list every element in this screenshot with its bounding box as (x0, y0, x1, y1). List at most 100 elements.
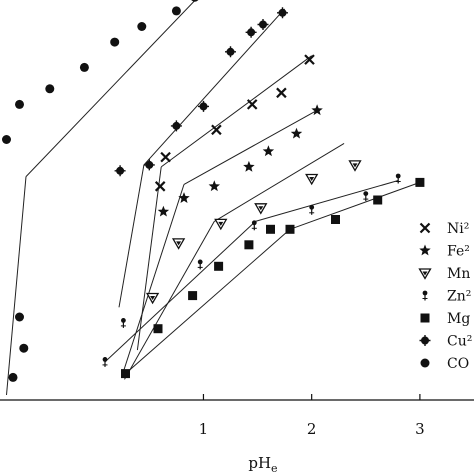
legend-marker-plus-dot (419, 335, 431, 346)
legend-marker-circle (420, 358, 430, 368)
x-axis-ticks: 1 2 3 (199, 394, 425, 438)
data-point-square (415, 177, 425, 187)
fit-lines (6, 0, 421, 396)
data-point-plus-dot (225, 46, 236, 58)
data-point-plus-dot (198, 100, 209, 112)
x-axis-title-subscript: e (271, 462, 278, 474)
legend-label: Mn (447, 266, 470, 282)
data-point-pin (309, 204, 315, 215)
data-point-triangle-down (254, 203, 268, 215)
x-tick-label: 2 (307, 420, 317, 438)
legend-marker-square (420, 313, 430, 323)
data-point-plus-dot (114, 165, 126, 177)
legend-item: Mn (418, 266, 470, 282)
data-point-circle (191, 0, 199, 2)
data-point-plus-dot (245, 26, 257, 38)
data-point-pin (251, 220, 257, 231)
data-point-plus-dot (277, 7, 288, 19)
data-point-plus-dot (143, 159, 155, 171)
data-point-circle (19, 343, 29, 353)
data-point-pin (102, 357, 108, 367)
data-point-triangle-down (171, 238, 186, 250)
legend-item: CO (420, 356, 469, 372)
fit-line-x (136, 166, 162, 351)
data-point-x (246, 99, 258, 110)
x-tick-label: 1 (199, 420, 209, 438)
fit-line-square (289, 181, 421, 230)
legend-item: Mg (420, 311, 470, 327)
legend-label: Ni² (447, 221, 469, 237)
legend-marker-pin (422, 290, 428, 301)
data-point-plus-dot (170, 120, 182, 132)
data-point-pin (363, 191, 369, 202)
fit-line-pin (255, 180, 399, 222)
data-point-star (262, 145, 275, 157)
legend-item: Ni² (419, 221, 469, 237)
fit-line-x (160, 55, 312, 168)
data-point-circle (15, 312, 24, 322)
legend-label: Zn² (447, 289, 471, 305)
x-tick-label: 3 (415, 420, 425, 438)
legend-item: Cu² (419, 334, 472, 350)
data-point-square (214, 261, 224, 271)
x-axis-title: pHe (248, 454, 277, 474)
chart-legend: Ni² Fe² Mn Zn² Mg Cu² CO (418, 221, 472, 372)
data-point-square (266, 224, 275, 234)
data-point-star (157, 205, 170, 217)
legend-item: Zn² (422, 289, 471, 305)
data-point-circle (8, 372, 18, 382)
data-point-square (188, 291, 198, 301)
data-point-star (311, 104, 323, 116)
fit-line-triangle-down (214, 142, 345, 222)
fit-line-star (122, 184, 185, 372)
legend-marker-star (419, 244, 431, 256)
fit-line-plus-dot (143, 8, 285, 166)
legend-label: Cu² (447, 334, 472, 350)
data-point-x (276, 87, 287, 99)
data-point-circle (110, 37, 120, 47)
data-point-square (153, 324, 163, 334)
fit-line-star (183, 109, 318, 185)
data-point-pin (395, 173, 401, 184)
legend-label: Mg (447, 311, 470, 327)
data-point-circle (2, 135, 11, 144)
data-point-x (211, 124, 222, 136)
legend-label: Fe² (447, 244, 470, 260)
fit-line-circle (6, 176, 27, 396)
data-point-pin (197, 259, 203, 270)
data-point-square (285, 224, 295, 234)
data-point-plus-dot (257, 19, 269, 30)
data-point-triangle-down (145, 292, 160, 305)
data-point-pin (120, 318, 126, 328)
legend-marker-triangle-down (418, 268, 432, 280)
fit-line-square (125, 228, 291, 374)
fit-line-triangle-down (124, 221, 215, 380)
data-point-circle (15, 99, 24, 109)
data-point-circle (171, 6, 181, 16)
data-points (2, 0, 425, 382)
legend-label: CO (447, 356, 469, 372)
data-point-square (244, 240, 254, 250)
data-point-triangle-down (348, 160, 362, 172)
data-point-x (304, 54, 315, 65)
data-point-square (331, 215, 340, 224)
x-axis-title-main: pH (248, 454, 271, 472)
data-point-x (154, 181, 166, 192)
data-point-star (290, 127, 303, 139)
data-point-circle (137, 22, 147, 31)
data-point-circle (79, 62, 89, 72)
data-point-star (208, 180, 221, 192)
data-point-triangle-down (305, 173, 319, 186)
legend-marker-x (419, 222, 431, 234)
plot-area: 1 2 3 (0, 0, 474, 438)
fit-line-plus-dot (118, 164, 145, 308)
data-point-x (160, 151, 171, 163)
fit-line-pin (104, 221, 256, 363)
data-point-square (121, 369, 130, 379)
fit-line-circle (25, 0, 197, 177)
data-point-square (373, 195, 383, 205)
data-point-triangle-down (214, 218, 228, 231)
data-point-star (178, 192, 190, 203)
legend-item: Fe² (419, 244, 470, 260)
